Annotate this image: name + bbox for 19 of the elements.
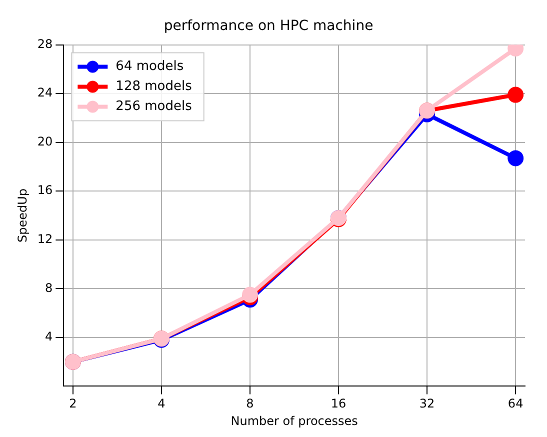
x-tick-label: 64 <box>508 396 524 411</box>
x-tick-label: 4 <box>158 396 166 411</box>
y-tick-label: 8 <box>45 280 53 295</box>
y-tick-label: 16 <box>37 183 53 198</box>
x-tick-label: 16 <box>330 396 346 411</box>
x-axis-title: Number of processes <box>230 414 358 428</box>
x-tick-label: 2 <box>69 396 77 411</box>
legend-label: 256 models <box>116 99 192 114</box>
y-tick-label: 4 <box>45 330 53 344</box>
legend-label: 64 models <box>116 59 184 74</box>
y-tick-label: 20 <box>37 134 53 148</box>
y-tick-label: 28 <box>37 36 53 51</box>
legend-label: 128 models <box>116 79 192 94</box>
x-tick-label: 32 <box>419 396 435 411</box>
y-tick-label: 24 <box>37 86 53 100</box>
y-tick-label: 12 <box>37 232 53 246</box>
chart-title: performance on HPC machine <box>164 18 374 34</box>
y-axis-title: SpeedUp <box>15 188 30 243</box>
x-tick-label: 8 <box>246 396 254 411</box>
